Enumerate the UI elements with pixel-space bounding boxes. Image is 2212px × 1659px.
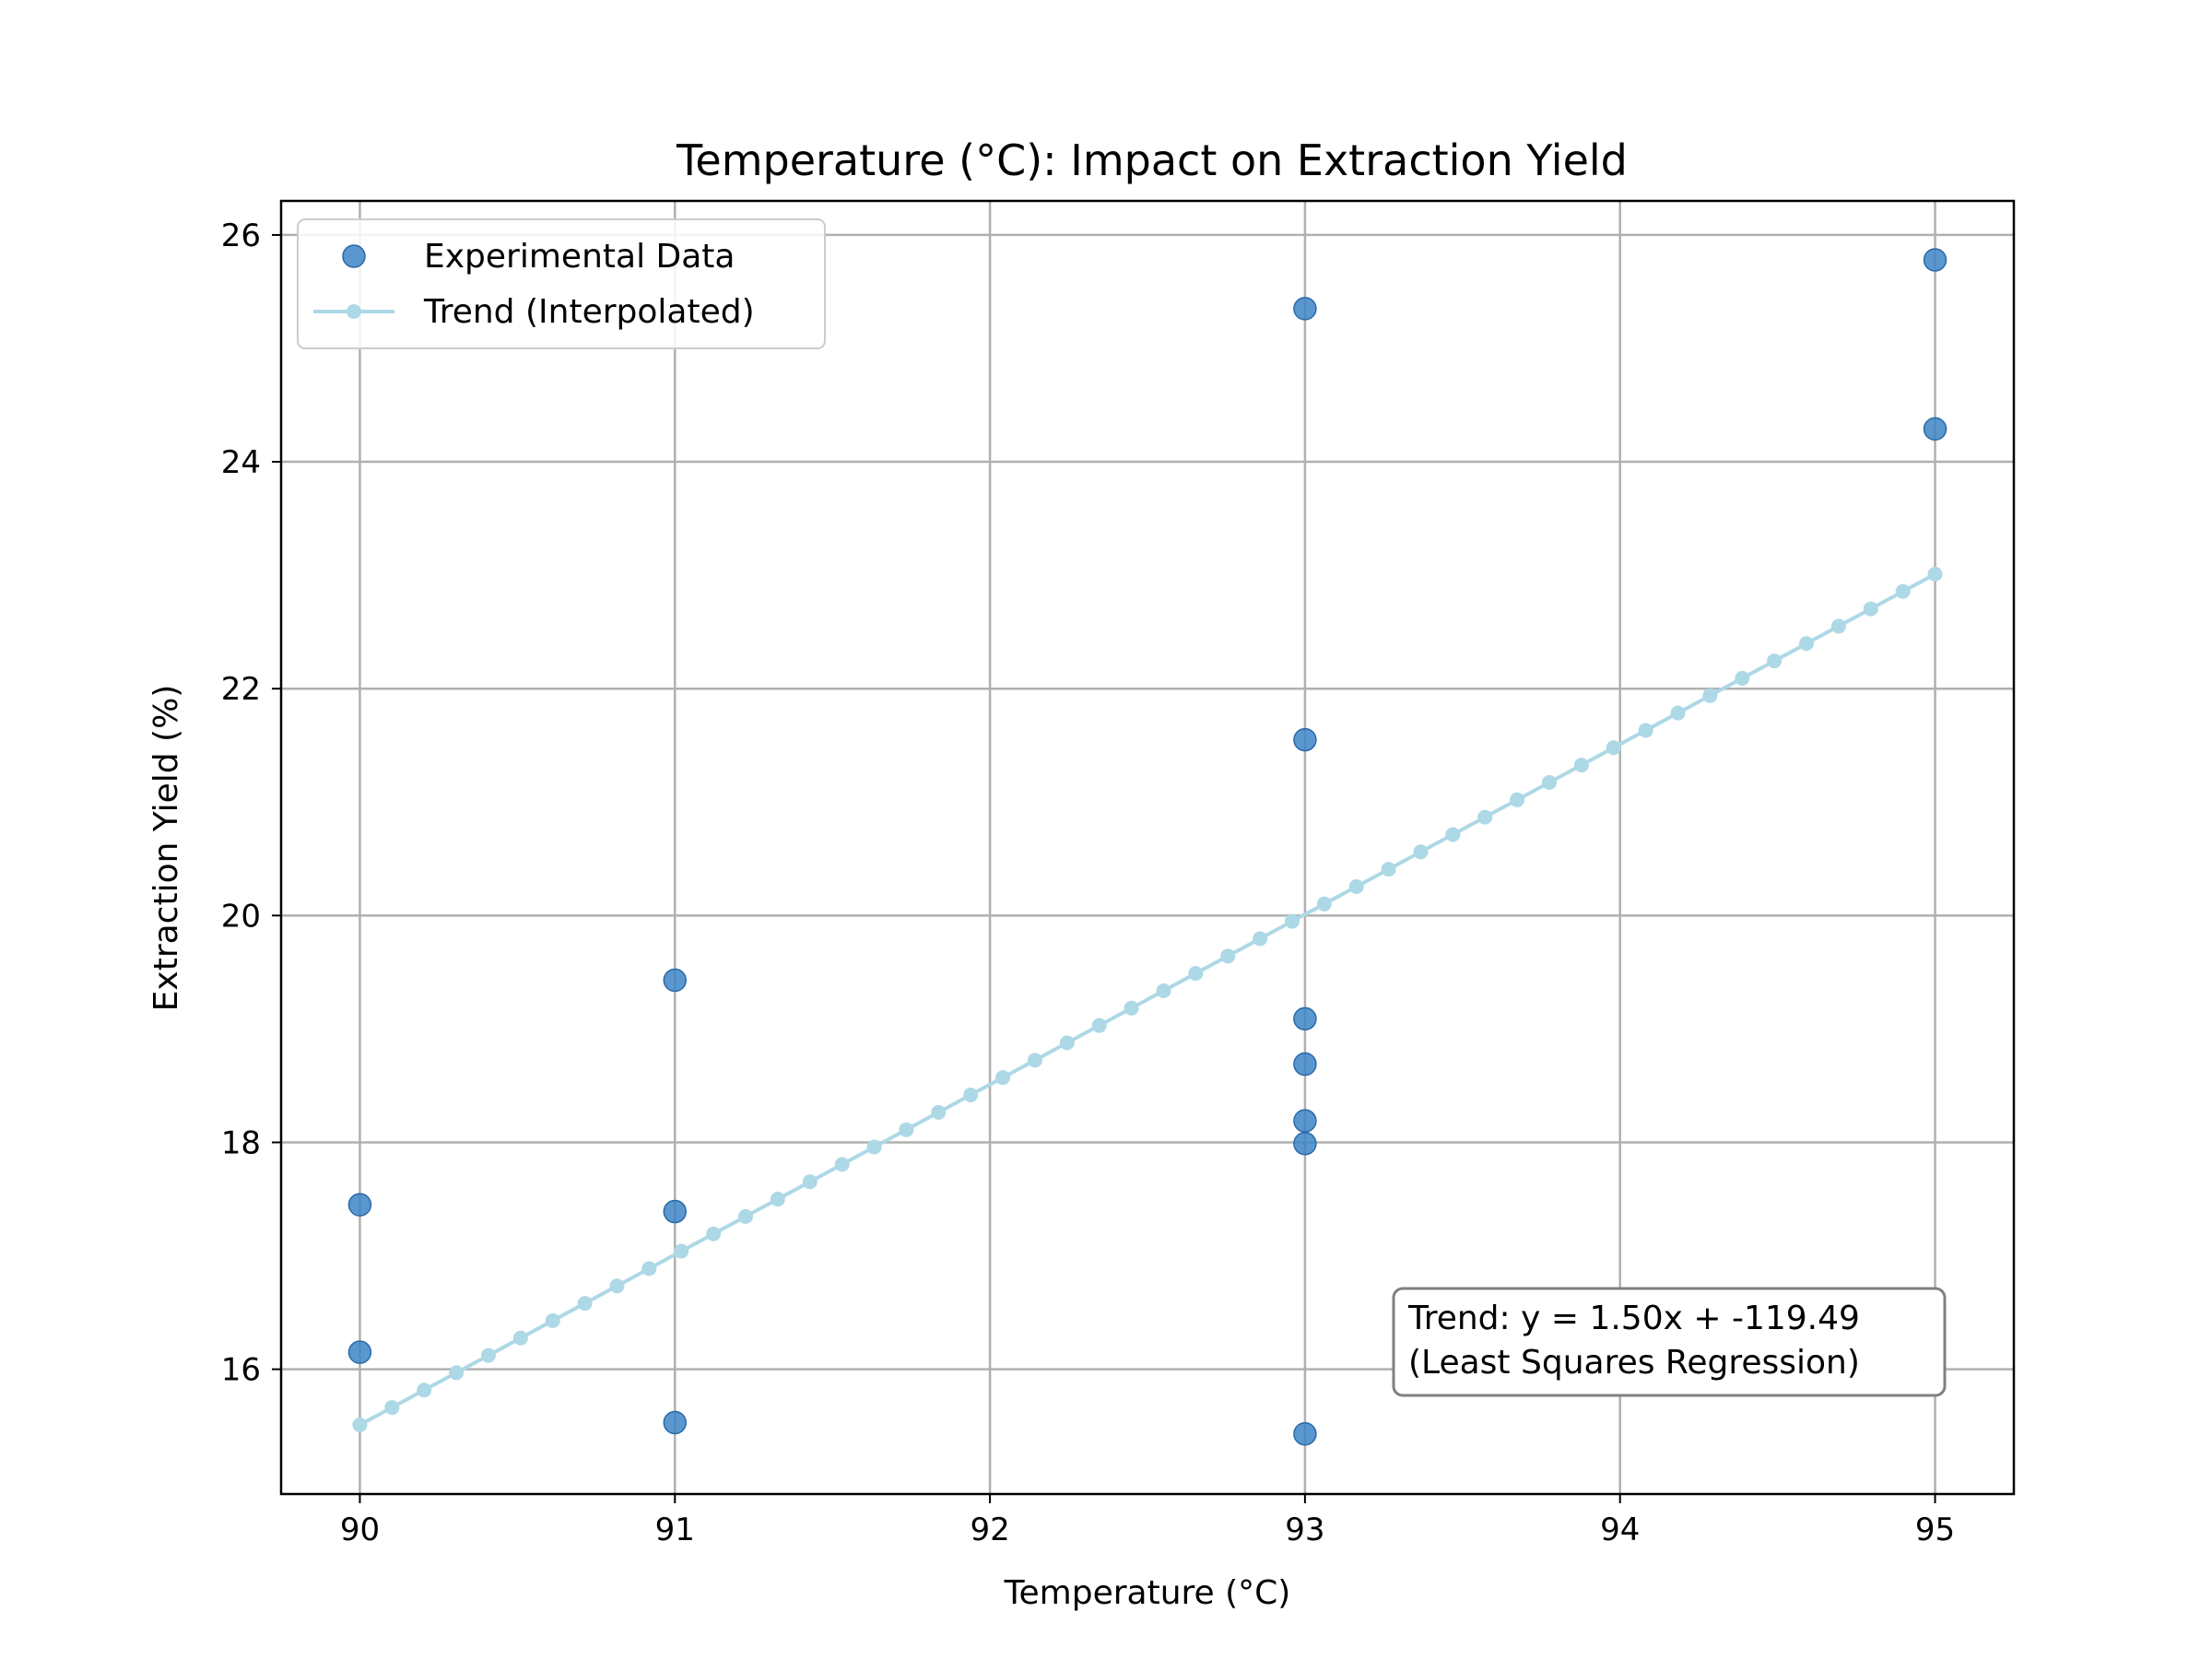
data-point xyxy=(347,1340,372,1364)
trend-point xyxy=(1799,636,1815,652)
data-point xyxy=(1293,1006,1317,1031)
trend-point xyxy=(384,1400,400,1416)
y-tick-label: 24 xyxy=(221,444,261,481)
trend-point xyxy=(1767,653,1783,669)
trend-point xyxy=(417,1382,432,1398)
trend-point xyxy=(1253,931,1268,947)
trend-point xyxy=(1381,862,1396,877)
x-tick-label: 90 xyxy=(340,1512,380,1548)
trend-point xyxy=(1830,618,1846,634)
trend-point xyxy=(1091,1018,1107,1033)
data-point xyxy=(1293,297,1317,321)
x-axis-title: Temperature (°C) xyxy=(1004,1574,1291,1612)
legend-label-experimental: Experimental Data xyxy=(424,238,735,276)
trend-point xyxy=(480,1347,496,1363)
trend-point xyxy=(931,1104,947,1120)
trend-point xyxy=(1027,1053,1042,1068)
y-tick-label: 26 xyxy=(221,218,261,254)
trend-point xyxy=(1156,983,1171,998)
trend-point xyxy=(1541,774,1557,790)
trend-point xyxy=(1510,792,1525,807)
legend-box xyxy=(297,218,826,349)
data-point xyxy=(1293,1052,1317,1077)
x-axis-ticks: 90 91 92 93 94 95 xyxy=(340,1494,1955,1548)
trend-point xyxy=(1124,1000,1139,1016)
trend-point xyxy=(1863,601,1878,617)
data-point xyxy=(663,1410,688,1435)
trend-point xyxy=(1413,844,1429,860)
trend-point xyxy=(899,1122,914,1137)
data-point xyxy=(1293,1422,1317,1446)
legend: Experimental Data Trend (Interpolated) xyxy=(297,218,826,349)
trend-point xyxy=(1220,948,1236,964)
y-tick-label: 16 xyxy=(221,1352,261,1389)
trend-point xyxy=(609,1278,625,1294)
trend-point xyxy=(1477,809,1493,825)
trend-point xyxy=(1188,966,1204,982)
trend-point xyxy=(1638,723,1653,738)
trend-point xyxy=(1702,688,1718,703)
trend-point xyxy=(512,1330,528,1346)
trend-point xyxy=(641,1261,657,1277)
legend-label-trend: Trend (Interpolated) xyxy=(423,293,755,331)
trend-point xyxy=(706,1226,722,1241)
trend-point xyxy=(770,1192,785,1207)
trend-point xyxy=(1573,758,1589,773)
annotation-equation: Trend: y = 1.50x + -119.49 xyxy=(1407,1300,1860,1337)
trend-point xyxy=(963,1088,979,1103)
x-tick-label: 93 xyxy=(1285,1512,1324,1548)
x-tick-label: 91 xyxy=(655,1512,695,1548)
trend-point xyxy=(995,1070,1011,1086)
data-point xyxy=(1293,1131,1317,1156)
trend-annotation: Trend: y = 1.50x + -119.49 (Least Square… xyxy=(1392,1287,1947,1397)
scatter-series xyxy=(347,248,1947,1446)
trend-point xyxy=(1348,878,1364,894)
trend-point xyxy=(802,1174,818,1190)
trend-point xyxy=(866,1139,882,1155)
trend-point xyxy=(1284,913,1300,929)
x-tick-label: 92 xyxy=(970,1512,1009,1548)
trend-point xyxy=(834,1157,850,1172)
trend-point xyxy=(1445,827,1461,842)
legend-scatter-marker xyxy=(342,244,366,268)
legend-trend-marker xyxy=(347,304,361,319)
trend-point xyxy=(1670,705,1686,721)
trend-point xyxy=(1316,896,1332,912)
trend-point xyxy=(577,1296,593,1312)
plot-area-frame xyxy=(279,199,2016,1496)
x-tick-label: 95 xyxy=(1915,1512,1955,1548)
y-tick-label: 20 xyxy=(221,898,261,935)
trend-point xyxy=(738,1208,754,1224)
x-tick-label: 94 xyxy=(1600,1512,1640,1548)
trend-series xyxy=(352,566,1943,1432)
trend-point xyxy=(1927,566,1943,582)
data-point xyxy=(663,1199,688,1224)
trend-point xyxy=(1895,583,1911,599)
y-axis-title: Extraction Yield (%) xyxy=(147,685,185,1012)
trend-point xyxy=(449,1365,465,1381)
data-point xyxy=(1923,417,1947,441)
data-point xyxy=(347,1193,372,1217)
trend-point xyxy=(1606,740,1621,756)
data-point xyxy=(1293,1109,1317,1133)
annotation-box xyxy=(1392,1287,1947,1397)
trend-point xyxy=(545,1312,560,1328)
annotation-method: (Least Squares Regression) xyxy=(1408,1344,1860,1382)
trend-point xyxy=(352,1417,368,1432)
trend-point xyxy=(1735,670,1750,686)
y-axis-ticks: 16 18 20 22 24 26 xyxy=(221,218,281,1389)
y-tick-label: 18 xyxy=(221,1124,261,1161)
y-tick-label: 22 xyxy=(221,671,261,708)
data-point xyxy=(1923,248,1947,272)
chart-title: Temperature (°C): Impact on Extraction Y… xyxy=(676,135,1628,185)
trend-point xyxy=(674,1243,689,1259)
data-point xyxy=(663,968,688,993)
trend-point xyxy=(1059,1035,1075,1051)
data-point xyxy=(1293,727,1317,752)
